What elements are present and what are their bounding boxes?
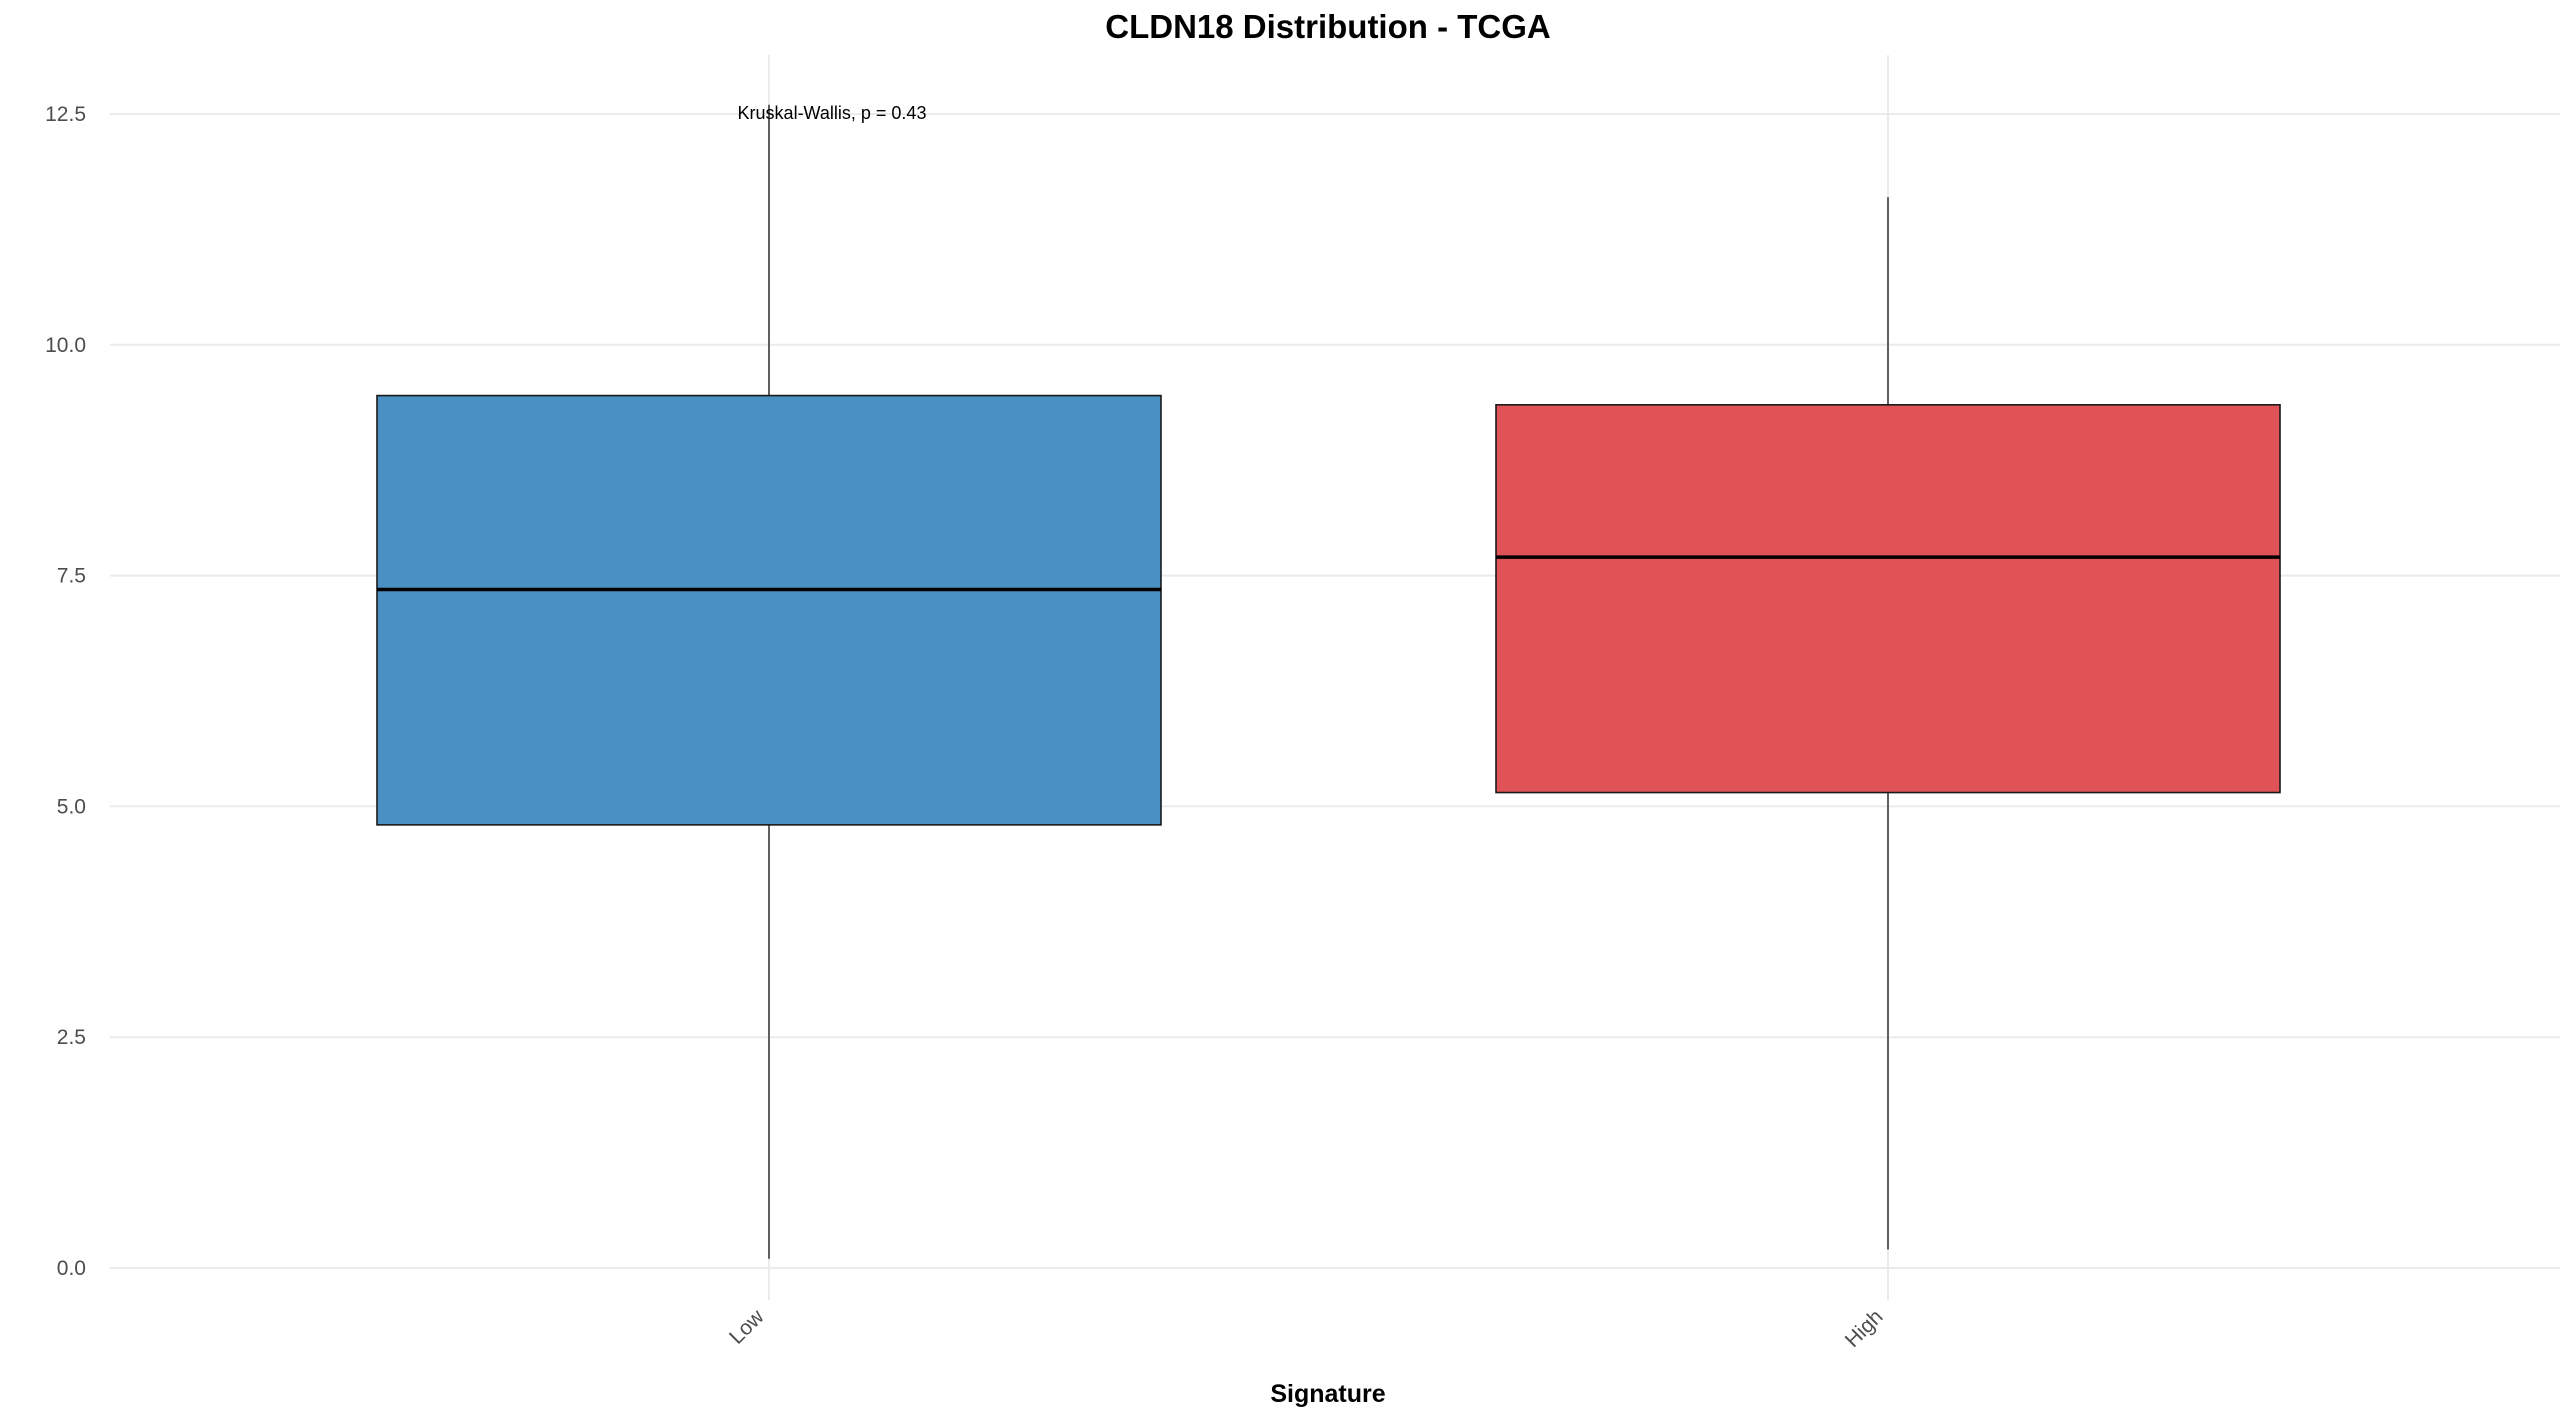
y-tick-label: 0.0 (57, 1257, 86, 1280)
box-body (1495, 404, 2281, 794)
x-tick-label: Low (725, 1305, 769, 1349)
chart-title: CLDN18 Distribution - TCGA (1105, 8, 1550, 45)
y-tick-label: 12.5 (45, 103, 86, 126)
y-tick-label: 7.5 (57, 565, 86, 588)
box-low (376, 104, 1162, 1259)
x-tick-label: High (1841, 1305, 1888, 1352)
box-series (376, 104, 2281, 1259)
y-tick-label: 2.5 (57, 1026, 86, 1049)
y-tick-label: 10.0 (45, 334, 86, 357)
x-axis-title: Signature (1270, 1380, 1385, 1408)
kruskal-wallis-annotation: Kruskal-Wallis, p = 0.43 (738, 103, 927, 123)
box-high (1495, 197, 2281, 1250)
box-body (376, 394, 1162, 826)
y-tick-label: 5.0 (57, 795, 86, 818)
